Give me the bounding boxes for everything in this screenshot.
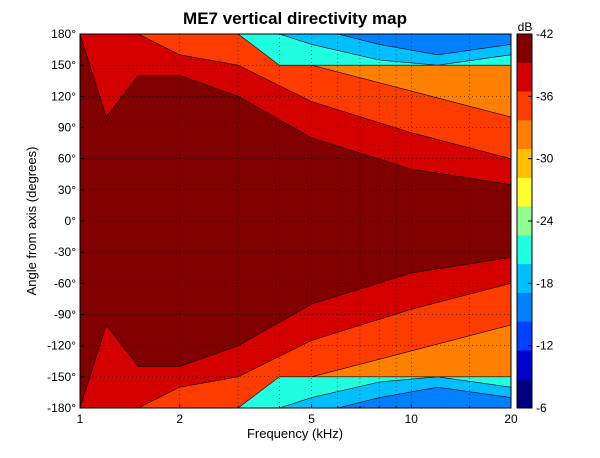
colorbar-swatch <box>517 292 532 323</box>
colorbar-swatch <box>517 62 532 93</box>
colorbar-tick-label: -6 <box>536 401 547 415</box>
y-tick-label: 90° <box>58 121 76 135</box>
y-tick-label: 0° <box>65 214 77 228</box>
colorbar-swatch <box>517 379 532 409</box>
colorbar-swatch <box>517 91 532 121</box>
x-tick-label: 20 <box>504 412 518 426</box>
y-tick-label: -150° <box>47 370 76 384</box>
colorbar-unit-label: dB <box>518 20 533 34</box>
colorbar-swatch <box>517 321 532 351</box>
colorbar-swatch <box>517 350 532 380</box>
colorbar-swatch <box>517 264 532 294</box>
colorbar-tick-label: -18 <box>536 276 554 290</box>
colorbar-swatch <box>517 235 532 265</box>
colorbar-swatch <box>517 206 532 236</box>
y-tick-label: 30° <box>58 183 76 197</box>
x-tick-label: 10 <box>405 412 419 426</box>
y-tick-label: -180° <box>47 401 76 415</box>
colorbar-tick-label: -36 <box>536 89 554 103</box>
y-axis-label: Angle from axis (degrees) <box>24 147 39 296</box>
y-tick-label: -30° <box>54 245 76 259</box>
x-tick-label: 1 <box>77 412 84 426</box>
y-tick-label: -120° <box>47 339 76 353</box>
y-tick-label: 120° <box>51 89 76 103</box>
x-axis-label: Frequency (kHz) <box>247 426 343 441</box>
colorbar-swatch <box>517 120 532 150</box>
colorbar-tick-label: -30 <box>536 152 554 166</box>
y-tick-label: 150° <box>51 58 76 72</box>
colorbar-tick-label: -12 <box>536 339 554 353</box>
y-tick-label: 60° <box>58 152 76 166</box>
x-tick-label: 5 <box>308 412 315 426</box>
colorbar-swatch <box>517 149 532 179</box>
plot-area <box>80 34 511 408</box>
y-tick-label: -60° <box>54 276 76 290</box>
chart-title: ME7 vertical directivity map <box>183 9 407 28</box>
contour-band-lower <box>80 386 511 408</box>
colorbar-swatch <box>517 177 532 208</box>
y-tick-label: 180° <box>51 27 76 41</box>
contour-band-upper <box>80 34 511 56</box>
colorbar-tick-label: -24 <box>536 214 554 228</box>
colorbar-swatch <box>517 34 532 64</box>
x-tick-label: 2 <box>176 412 183 426</box>
colorbar-tick-label: -42 <box>536 27 554 41</box>
y-tick-label: -90° <box>54 308 76 322</box>
